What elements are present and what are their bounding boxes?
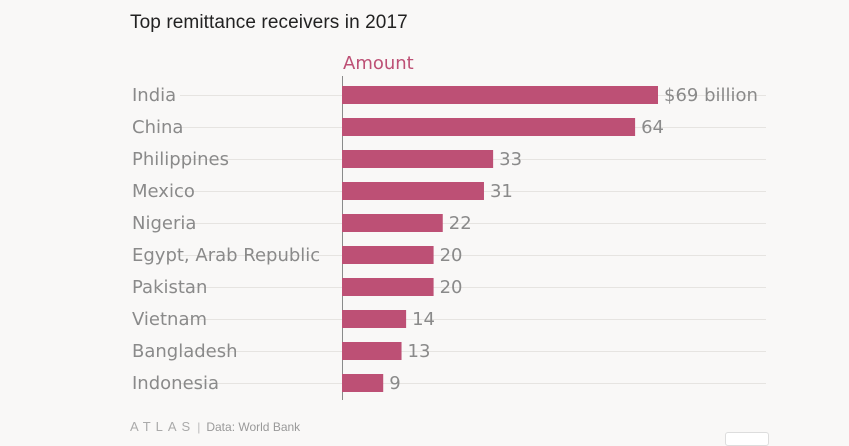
bar[interactable] [342,342,402,360]
bar[interactable] [342,246,434,264]
data-label: 31 [490,181,513,202]
atlas-logo[interactable]: ATLAS [130,419,196,434]
embed-button[interactable] [725,432,769,446]
data-label: 64 [641,117,664,138]
source-note: Data: World Bank [206,419,301,434]
category-label: Mexico [132,181,195,202]
data-label: 22 [449,213,472,234]
bar[interactable] [342,118,636,136]
bar[interactable] [342,374,384,392]
chart-title: Top remittance receivers in 2017 [130,12,408,33]
data-label: 20 [440,277,463,298]
footer-separator: | [197,419,201,434]
data-label: $69 billion [664,85,758,106]
category-label: Nigeria [132,213,196,234]
bars [342,86,658,392]
gridlines [180,95,766,384]
category-label: Bangladesh [132,341,238,362]
bar[interactable] [342,310,407,328]
category-label: India [132,85,176,106]
series-label: Amount [343,53,414,74]
bar[interactable] [342,86,658,104]
data-label: 14 [412,309,435,330]
bar[interactable] [342,182,484,200]
category-label: Philippines [132,149,229,170]
bar-chart: Amount India $69 billion China 64 Philippine… [132,53,766,400]
category-label: Vietnam [132,309,207,330]
data-label: 33 [499,149,522,170]
bar[interactable] [342,214,443,232]
category-label: Egypt, Arab Republic [132,245,320,266]
category-label: Pakistan [132,277,207,298]
data-label: 9 [389,373,400,394]
data-label: 13 [408,341,431,362]
data-label: 20 [440,245,463,266]
bar[interactable] [342,150,494,168]
category-label: Indonesia [132,373,219,394]
bar[interactable] [342,278,434,296]
footer: ATLAS | Data: World Bank [130,419,300,434]
category-label: China [132,117,183,138]
